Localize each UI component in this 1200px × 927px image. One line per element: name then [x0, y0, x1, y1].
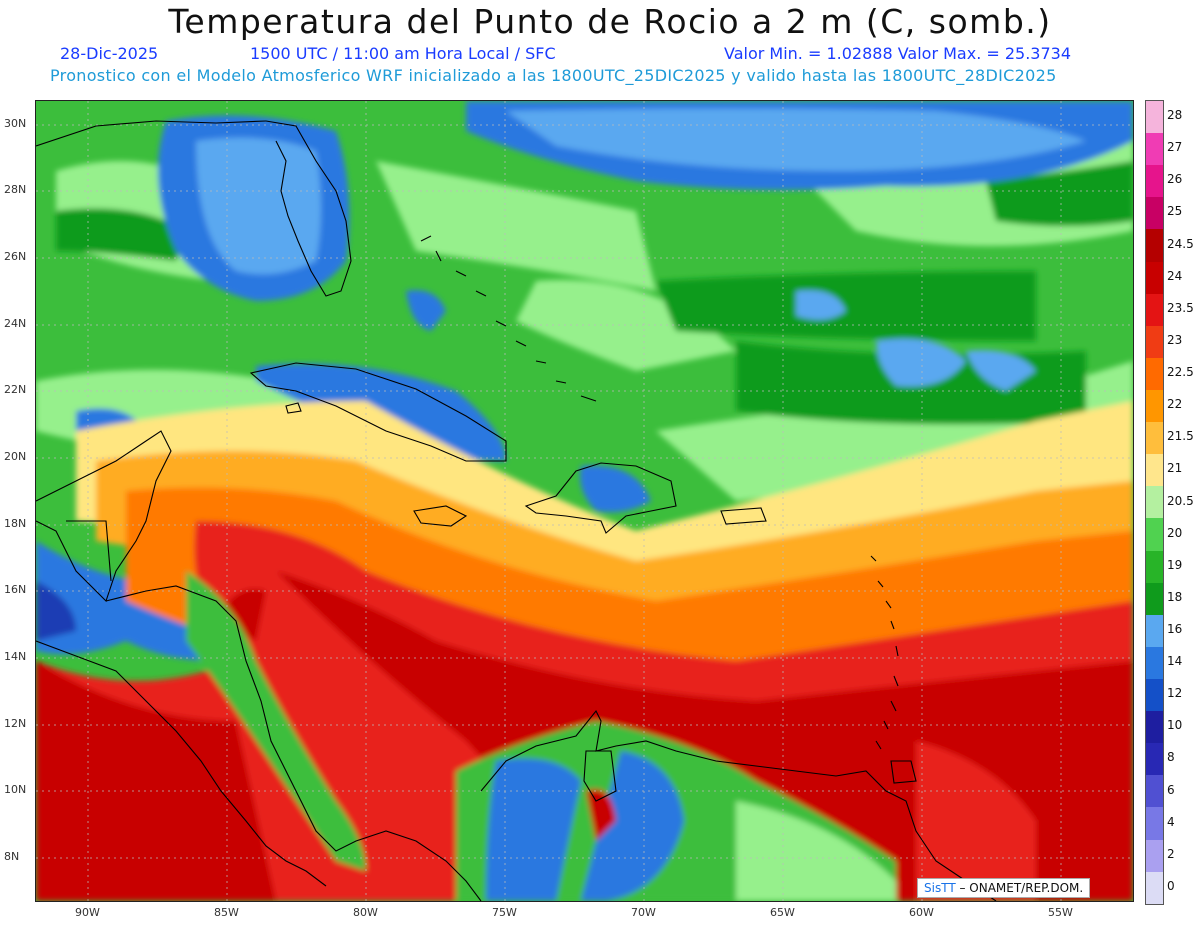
legend-label: 26 — [1167, 172, 1183, 187]
legend-label: 24 — [1167, 268, 1183, 283]
lat-label: 8N — [4, 850, 20, 863]
legend-swatch — [1146, 197, 1163, 230]
lat-label: 22N — [4, 383, 27, 396]
legend-swatch — [1146, 775, 1163, 808]
lat-label: 14N — [4, 650, 27, 663]
legend-swatch — [1146, 101, 1163, 134]
legend-swatch — [1146, 293, 1163, 326]
legend-swatch — [1146, 389, 1163, 423]
legend-swatch — [1146, 711, 1163, 744]
legend-label: 21 — [1167, 461, 1183, 476]
forecast-time-info: 1500 UTC / 11:00 am Hora Local / SFC — [250, 44, 556, 63]
legend-swatch — [1146, 871, 1163, 904]
legend-swatch — [1146, 357, 1163, 390]
legend-swatch — [1146, 518, 1163, 551]
legend-swatch — [1146, 646, 1163, 679]
legend-swatch — [1146, 582, 1163, 615]
color-legend — [1145, 100, 1164, 905]
dewpoint-map — [35, 100, 1134, 902]
lon-label: 70W — [631, 906, 656, 919]
lon-label: 90W — [75, 906, 100, 919]
lat-label: 12N — [4, 717, 27, 730]
credit-text: – ONAMET/REP.DOM. — [955, 881, 1084, 895]
legend-swatch — [1146, 614, 1163, 647]
legend-label: 22 — [1167, 397, 1183, 412]
legend-swatch — [1146, 422, 1163, 455]
legend-label: 28 — [1167, 108, 1183, 123]
legend-swatch — [1146, 743, 1163, 776]
value-min-max: Valor Min. = 1.02888 Valor Max. = 25.373… — [724, 44, 1072, 63]
legend-swatch — [1146, 229, 1163, 262]
lon-label: 65W — [770, 906, 795, 919]
legend-swatch — [1146, 325, 1163, 358]
lon-label: 85W — [214, 906, 239, 919]
legend-label: 20 — [1167, 525, 1183, 540]
legend-swatch — [1146, 550, 1163, 583]
legend-label: 16 — [1167, 621, 1183, 636]
lat-label: 26N — [4, 250, 27, 263]
lat-label: 16N — [4, 583, 27, 596]
legend-swatch — [1146, 839, 1163, 872]
lon-label: 55W — [1048, 906, 1073, 919]
legend-label: 27 — [1167, 140, 1183, 155]
forecast-date: 28-Dic-2025 — [60, 44, 159, 63]
legend-swatch — [1146, 454, 1163, 487]
lon-label: 80W — [353, 906, 378, 919]
legend-label: 18 — [1167, 589, 1183, 604]
legend-label: 12 — [1167, 686, 1183, 701]
legend-label: 14 — [1167, 654, 1183, 669]
legend-label: 22.5 — [1167, 365, 1194, 380]
credit-box: SisTT – ONAMET/REP.DOM. — [917, 878, 1091, 898]
legend-label: 23.5 — [1167, 300, 1194, 315]
legend-label: 19 — [1167, 557, 1183, 572]
legend-swatch — [1146, 486, 1163, 519]
legend-swatch — [1146, 678, 1163, 712]
lat-label: 24N — [4, 317, 27, 330]
legend-label: 21.5 — [1167, 429, 1194, 444]
sistt-logo: SisTT — [924, 881, 956, 895]
legend-swatch — [1146, 807, 1163, 840]
lon-label: 75W — [492, 906, 517, 919]
lon-label: 60W — [909, 906, 934, 919]
legend-label: 10 — [1167, 718, 1183, 733]
lat-label: 20N — [4, 450, 27, 463]
lat-label: 30N — [4, 117, 27, 130]
lat-label: 18N — [4, 517, 27, 530]
legend-swatch — [1146, 165, 1163, 198]
legend-label: 0 — [1167, 878, 1175, 893]
lat-label: 28N — [4, 183, 27, 196]
legend-swatch — [1146, 133, 1163, 166]
lat-label: 10N — [4, 783, 27, 796]
legend-label: 8 — [1167, 750, 1175, 765]
legend-label: 6 — [1167, 782, 1175, 797]
legend-label: 4 — [1167, 814, 1175, 829]
legend-label: 23 — [1167, 332, 1183, 347]
legend-label: 25 — [1167, 204, 1183, 219]
model-info: Pronostico con el Modelo Atmosferico WRF… — [50, 66, 1057, 85]
legend-label: 24.5 — [1167, 236, 1194, 251]
legend-label: 2 — [1167, 846, 1175, 861]
map-title: Temperatura del Punto de Rocio a 2 m (C,… — [168, 2, 1052, 41]
legend-label: 20.5 — [1167, 493, 1194, 508]
legend-swatch — [1146, 261, 1163, 294]
